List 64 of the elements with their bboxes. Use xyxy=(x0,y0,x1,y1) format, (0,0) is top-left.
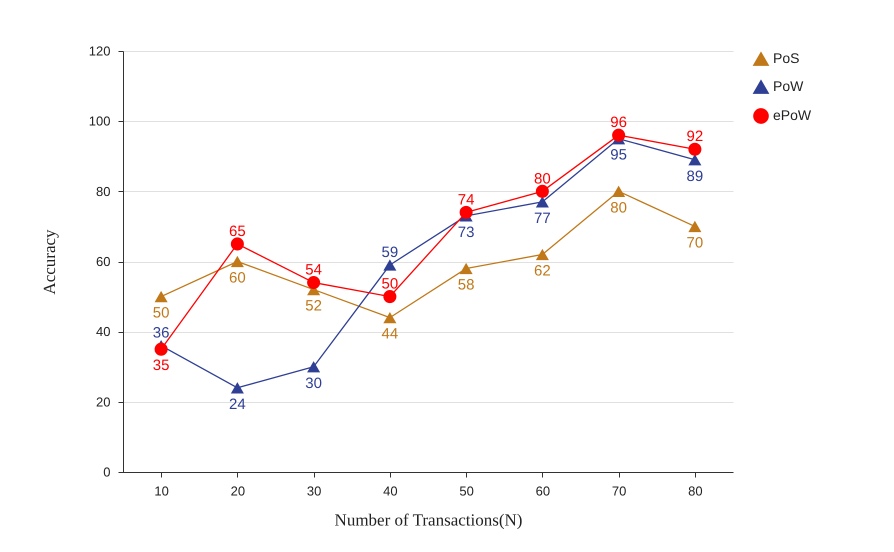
data-label: 65 xyxy=(229,222,246,240)
data-label: 77 xyxy=(534,210,551,227)
y-tick-label: 60 xyxy=(96,254,110,269)
data-label: 59 xyxy=(382,244,398,262)
y-axis-title: Accuracy xyxy=(40,228,59,295)
data-label: 50 xyxy=(382,276,398,293)
y-tick-label: 20 xyxy=(96,394,110,410)
data-label: 36 xyxy=(152,324,170,342)
x-tick-label: 20 xyxy=(230,484,246,498)
data-label: 80 xyxy=(610,199,627,216)
point xyxy=(383,259,396,271)
point xyxy=(688,220,702,232)
point xyxy=(154,342,168,356)
y-tick-label: 100 xyxy=(88,114,110,129)
x-tick-label: 50 xyxy=(459,484,474,498)
data-label: 50 xyxy=(152,304,170,322)
data-label: 24 xyxy=(229,396,246,413)
x-tick-label: 10 xyxy=(154,484,169,498)
data-label: 35 xyxy=(152,357,170,374)
y-tick-label: 0 xyxy=(103,464,110,480)
point xyxy=(688,154,702,166)
data-label: 62 xyxy=(534,262,551,280)
legend-label: ePoW xyxy=(773,107,812,123)
point xyxy=(460,206,473,219)
x-tick-label: 70 xyxy=(612,484,626,498)
point xyxy=(307,276,320,290)
data-label: 74 xyxy=(458,191,474,208)
data-label: 96 xyxy=(610,114,627,132)
point xyxy=(154,290,168,302)
data-label: 54 xyxy=(305,262,322,279)
legend-label: PoS xyxy=(773,50,800,66)
data-label: 44 xyxy=(382,326,398,343)
point xyxy=(230,237,244,250)
point xyxy=(230,256,244,268)
y-tick-label: 120 xyxy=(88,44,110,58)
point xyxy=(536,184,549,198)
point xyxy=(460,262,473,274)
point xyxy=(536,248,549,260)
point xyxy=(307,361,320,372)
point xyxy=(612,186,626,197)
point xyxy=(383,312,396,324)
y-tick-label: 80 xyxy=(96,184,110,199)
data-label: 92 xyxy=(686,128,704,146)
data-label: 89 xyxy=(686,168,704,185)
x-tick-label: 30 xyxy=(306,484,322,498)
x-axis-title: Number of Transactions(N) xyxy=(334,510,522,530)
x-tick-label: 40 xyxy=(383,484,398,498)
data-label: 30 xyxy=(305,374,322,392)
data-label: 95 xyxy=(610,146,627,164)
point xyxy=(612,128,626,142)
point xyxy=(230,382,244,394)
data-label: 80 xyxy=(534,170,551,188)
x-tick-label: 80 xyxy=(688,484,703,498)
legend-label: PoW xyxy=(773,78,804,94)
data-label: 73 xyxy=(458,224,474,241)
data-label: 70 xyxy=(686,234,704,252)
point xyxy=(536,196,549,208)
data-label: 52 xyxy=(305,298,322,315)
point xyxy=(383,290,396,304)
y-tick-label: 40 xyxy=(96,324,110,340)
data-label: 60 xyxy=(229,270,246,286)
x-tick-label: 60 xyxy=(536,484,550,498)
point xyxy=(688,142,702,156)
data-label: 58 xyxy=(458,276,474,294)
